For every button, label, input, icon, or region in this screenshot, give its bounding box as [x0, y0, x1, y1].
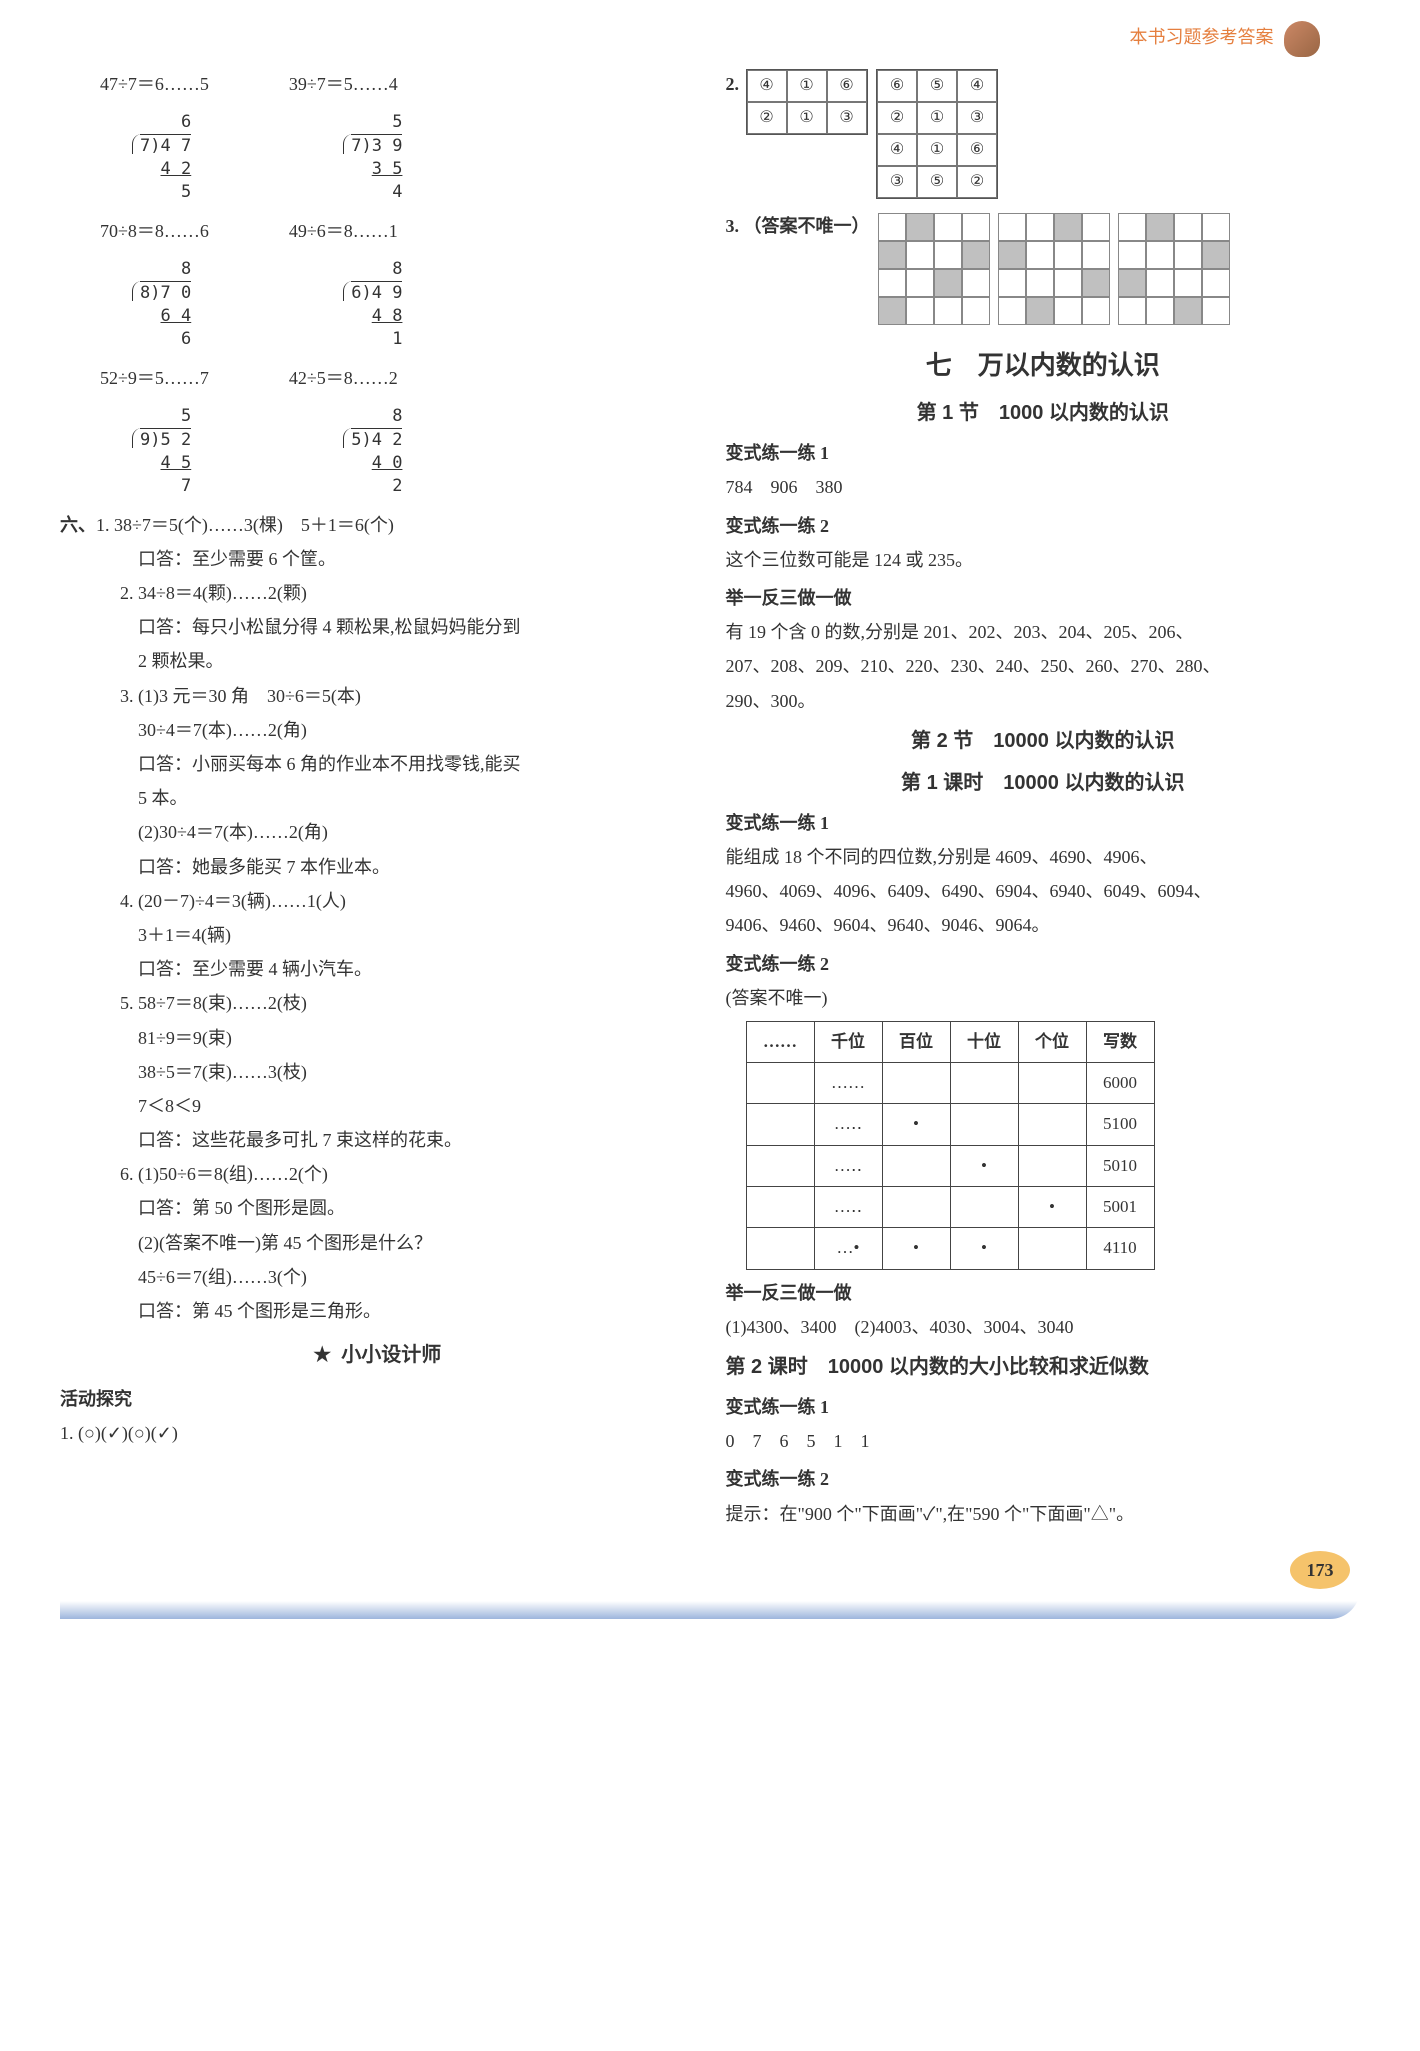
var31-label: 变式练一练 1: [726, 1390, 1361, 1424]
q5c: 38÷5＝7(束)……3(枝): [138, 1055, 695, 1089]
var32-answer: 提示：在"900 个"下面画"✓",在"590 个"下面画"△"。: [726, 1497, 1361, 1531]
q3d: 5 本。: [138, 781, 695, 815]
j1-line: 290、300。: [726, 684, 1361, 718]
activity-label: 活动探究: [60, 1382, 695, 1416]
j2-label: 举一反三做一做: [726, 1276, 1361, 1310]
var22-line: (答案不唯一): [726, 981, 1361, 1015]
q6a: 6. (1)50÷6＝8(组)……2(个): [120, 1157, 695, 1191]
q1b: 口答：至少需要 6 个筐。: [138, 542, 695, 576]
section-1-title: 第 1 节 1000 以内数的认识: [726, 394, 1361, 432]
lesson-1-title: 第 1 课时 10000 以内数的认识: [726, 764, 1361, 802]
q2a: 2. 34÷8＝4(颗)……2(颗): [120, 576, 695, 610]
q3a: 3. (1)3 元＝30 角 30÷6＝5(本): [120, 679, 695, 713]
q3f: 口答：她最多能买 7 本作业本。: [138, 850, 695, 884]
q3e: (2)30÷4＝7(本)……2(角): [138, 815, 695, 849]
div-eq: 49÷6＝8……1: [289, 214, 398, 248]
var21-line: 4960、4069、4096、6409、6490、6904、6940、6049、…: [726, 874, 1361, 908]
q5a: 5. 58÷7＝8(束)……2(枝): [120, 986, 695, 1020]
div-eq: 70÷8＝8……6: [100, 214, 209, 248]
q2c: 2 颗松果。: [138, 644, 695, 678]
var21-label: 变式练一练 1: [726, 806, 1361, 840]
mascot-icon: [1284, 21, 1320, 57]
q6e: 口答：第 45 个图形是三角形。: [138, 1294, 695, 1328]
var22-label: 变式练一练 2: [726, 947, 1361, 981]
left-column: 47÷7＝6……5 39÷7＝5……4 6 7)4 7 4 2 5 5 7)3 …: [60, 67, 696, 1531]
pattern-grids: [874, 216, 1234, 236]
var2-answer: 这个三位数可能是 124 或 235。: [726, 543, 1361, 577]
page-number: 173: [1290, 1551, 1350, 1589]
long-division: 6 7)4 7 4 2 5: [140, 111, 191, 204]
section-2-title: 第 2 节 10000 以内数的认识: [726, 722, 1361, 760]
q4a: 4. (20－7)÷4＝3(辆)……1(人): [120, 884, 695, 918]
j1-line: 207、208、209、210、220、230、240、250、260、270、…: [726, 649, 1361, 683]
design-title: 小小设计师: [341, 1344, 441, 1366]
q4b: 3＋1＝4(辆): [138, 918, 695, 952]
j2-answer: (1)4300、3400 (2)4003、4030、3004、3040: [726, 1310, 1361, 1344]
q4c: 口答：至少需要 4 辆小汽车。: [138, 952, 695, 986]
var31-answer: 0 7 6 5 1 1: [726, 1424, 1361, 1458]
place-value-table: ……千位百位十位个位写数……6000…‥•5100…‥•5010…‥•5001……: [746, 1021, 1155, 1270]
long-division: 8 6)4 9 4 8 1: [351, 258, 402, 351]
div-eq: 39÷7＝5……4: [289, 67, 398, 101]
activity-1: 1. (○)(✓)(○)(✓): [60, 1416, 695, 1450]
lesson-2-title: 第 2 课时 10000 以内数的大小比较和求近似数: [726, 1348, 1361, 1386]
long-division: 8 5)4 2 4 0 2: [351, 405, 402, 498]
div-eq: 42÷5＝8……2: [289, 361, 398, 395]
var1-answer: 784 906 380: [726, 470, 1361, 504]
q6b: 口答：第 50 个图形是圆。: [138, 1191, 695, 1225]
answer-grid-2: ⑥⑤④②①③④①⑥③⑤②: [874, 74, 1000, 94]
q5e: 口答：这些花最多可扎 7 束这样的花束。: [138, 1123, 695, 1157]
q3b: 30÷4＝7(本)……2(角): [138, 713, 695, 747]
q5b: 81÷9＝9(束): [138, 1021, 695, 1055]
long-division: 8 8)7 0 6 4 6: [140, 258, 191, 351]
j1-label: 举一反三做一做: [726, 581, 1361, 615]
div-eq: 52÷9＝5……7: [100, 361, 209, 395]
section-six-label: 六、: [60, 515, 96, 535]
q5d: 7＜8＜9: [138, 1089, 695, 1123]
answer-grid-1: ④①⑥②①③: [744, 74, 870, 94]
footer-wave: [60, 1589, 1360, 1619]
q6d: 45÷6＝7(组)……3(个): [138, 1260, 695, 1294]
right-column: 2. ④①⑥②①③ ⑥⑤④②①③④①⑥③⑤② 3. （答案不唯一） 七 万以内数…: [726, 67, 1361, 1531]
header-text: 本书习题参考答案: [1130, 27, 1274, 47]
q3c: 口答：小丽买每本 6 角的作业本不用找零钱,能买: [138, 747, 695, 781]
var21-line: 能组成 18 个不同的四位数,分别是 4609、4690、4906、: [726, 840, 1361, 874]
q6c: (2)(答案不唯一)第 45 个图形是什么？: [138, 1226, 695, 1260]
var32-label: 变式练一练 2: [726, 1462, 1361, 1496]
j1-line: 有 19 个含 0 的数,分别是 201、202、203、204、205、206…: [726, 615, 1361, 649]
q1a: 1. 38÷7＝5(个)……3(棵) 5＋1＝6(个): [96, 515, 394, 535]
star-icon: ★: [313, 1344, 331, 1366]
long-division: 5 7)3 9 3 5 4: [351, 111, 402, 204]
long-division: 5 9)5 2 4 5 7: [140, 405, 191, 498]
var21-line: 9406、9460、9604、9640、9046、9064。: [726, 908, 1361, 942]
var1-label: 变式练一练 1: [726, 436, 1361, 470]
chapter-title: 七 万以内数的认识: [726, 341, 1361, 390]
q2b: 口答：每只小松鼠分得 4 颗松果,松鼠妈妈能分到: [138, 610, 695, 644]
q2-label: 2.: [726, 74, 740, 94]
var2-label: 变式练一练 2: [726, 509, 1361, 543]
div-eq: 47÷7＝6……5: [100, 67, 209, 101]
q3-label: 3. （答案不唯一）: [726, 216, 870, 236]
